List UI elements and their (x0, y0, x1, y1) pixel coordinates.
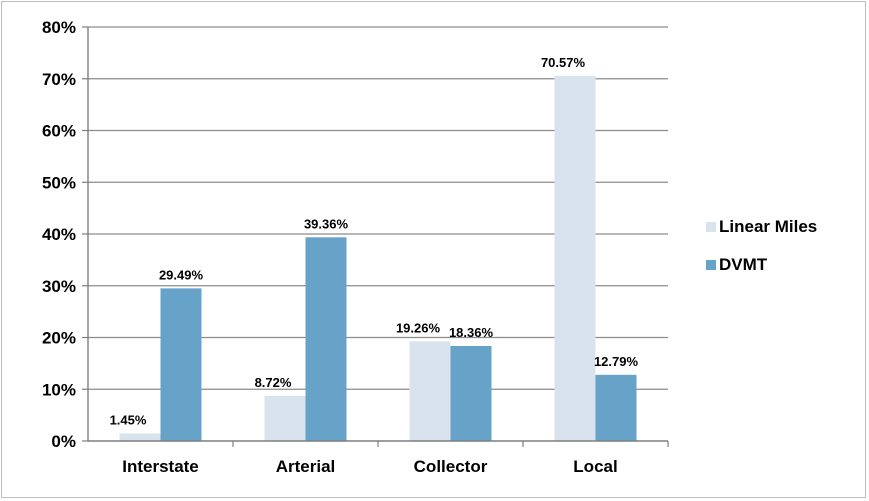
y-tick-label: 80% (42, 18, 76, 37)
bar-linear-miles (409, 341, 451, 441)
x-tick-label: Local (573, 457, 617, 476)
y-tick-label: 20% (42, 329, 76, 348)
data-label: 29.49% (159, 267, 204, 282)
x-tick-label: Collector (414, 457, 488, 476)
legend-label: DVMT (719, 255, 768, 274)
x-axis-labels: Interstate Arterial Collector Local (122, 441, 669, 476)
bar-linear-miles (119, 433, 161, 441)
y-tick-label: 10% (42, 380, 76, 399)
bar-linear-miles (554, 75, 596, 442)
bars (119, 75, 637, 442)
legend-swatch (706, 260, 716, 270)
data-label: 18.36% (449, 325, 494, 340)
bar-dvmt (305, 237, 347, 441)
legend-swatch (706, 222, 716, 232)
y-tick-label: 40% (42, 225, 76, 244)
data-label: 12.79% (594, 354, 639, 369)
legend-label: Linear Miles (719, 217, 817, 236)
data-label: 19.26% (396, 320, 441, 335)
data-label: 1.45% (110, 412, 147, 427)
y-axis-ticks: 0% 10% 20% 30% 40% 50% 60% 70% 80% (42, 18, 88, 451)
bar-linear-miles (264, 395, 306, 441)
bar-dvmt (450, 345, 492, 441)
y-tick-label: 30% (42, 277, 76, 296)
x-tick-label: Interstate (122, 457, 199, 476)
bar-dvmt (595, 374, 637, 441)
y-tick-label: 70% (42, 70, 76, 89)
data-labels: 1.45% 29.49% 8.72% 39.36% 19.26% 18.36% 70.57%… (110, 55, 639, 428)
data-label: 70.57% (541, 55, 586, 70)
bar-dvmt (160, 288, 202, 441)
y-tick-label: 0% (51, 432, 76, 451)
x-tick-label: Arterial (276, 457, 336, 476)
data-label: 39.36% (304, 216, 349, 231)
y-tick-label: 50% (42, 173, 76, 192)
legend: Linear Miles DVMT (706, 217, 817, 274)
y-tick-label: 60% (42, 122, 76, 141)
data-label: 8.72% (255, 375, 292, 390)
